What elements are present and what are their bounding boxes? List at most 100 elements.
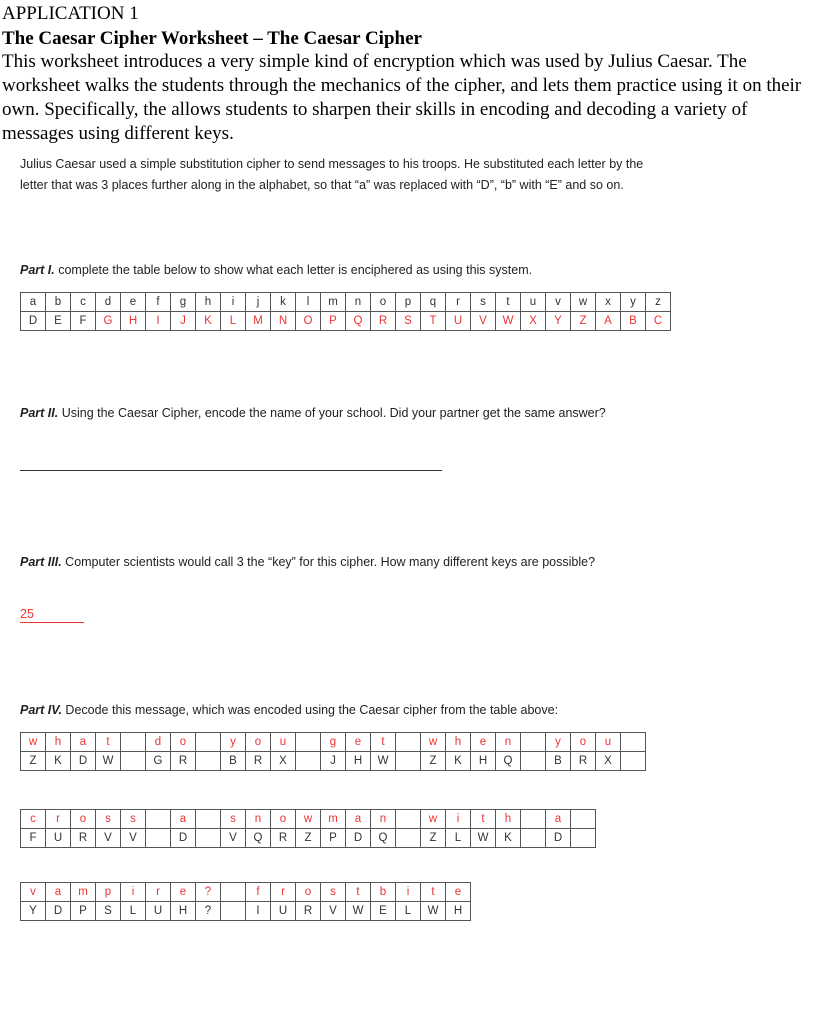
letter-cell: d	[95, 292, 121, 312]
letter-cell: Z	[20, 751, 46, 771]
part3-text: Computer scientists would call 3 the “ke…	[61, 555, 596, 569]
letter-cell: L	[395, 901, 421, 921]
letter-cell: e	[470, 732, 496, 752]
letter-cell: u	[520, 292, 546, 312]
letter-cell: a	[345, 809, 371, 829]
letter-cell: K	[495, 828, 521, 848]
letter-cell: R	[570, 751, 596, 771]
letter-cell: h	[45, 732, 71, 752]
letter-cell: w	[420, 732, 446, 752]
answer-line[interactable]	[20, 470, 442, 471]
letter-cell: L	[120, 901, 146, 921]
letter-cell: n	[245, 809, 271, 829]
letter-cell: m	[320, 292, 346, 312]
letter-cell: a	[70, 732, 96, 752]
letter-cell: i	[120, 882, 146, 902]
part4-text: Decode this message, which was encoded u…	[61, 703, 559, 717]
letter-cell: L	[445, 828, 471, 848]
letter-cell: R	[245, 751, 271, 771]
letter-cell: e	[445, 882, 471, 902]
letter-cell: P	[320, 311, 346, 331]
letter-cell: y	[220, 732, 246, 752]
letter-cell: W	[495, 311, 521, 331]
letter-cell: F	[20, 828, 46, 848]
letter-cell: j	[245, 292, 271, 312]
letter-cell: Q	[495, 751, 521, 771]
letter-cell: b	[370, 882, 396, 902]
letter-cell: k	[270, 292, 296, 312]
letter-cell: a	[170, 809, 196, 829]
letter-cell: y	[620, 292, 646, 312]
letter-cell: W	[470, 828, 496, 848]
letter-cell: K	[445, 751, 471, 771]
letter-cell: t	[495, 292, 521, 312]
letter-cell: D	[20, 311, 46, 331]
letter-cell: e	[345, 732, 371, 752]
letter-cell: t	[420, 882, 446, 902]
letter-cell	[570, 828, 596, 848]
letter-cell: Z	[420, 828, 446, 848]
letter-cell: o	[370, 292, 396, 312]
letter-cell: B	[545, 751, 571, 771]
letter-cell: Z	[570, 311, 596, 331]
letter-cell	[395, 828, 421, 848]
letter-cell: Q	[245, 828, 271, 848]
letter-cell	[195, 751, 221, 771]
letter-cell	[520, 751, 546, 771]
letter-cell: w	[20, 732, 46, 752]
letter-cell: p	[395, 292, 421, 312]
letter-cell: V	[220, 828, 246, 848]
letter-cell: M	[245, 311, 271, 331]
letter-cell: o	[570, 732, 596, 752]
letter-cell: V	[95, 828, 121, 848]
letter-cell: l	[295, 292, 321, 312]
letter-cell	[195, 732, 221, 752]
letter-cell: u	[270, 732, 296, 752]
letter-cell: v	[20, 882, 46, 902]
letter-cell: D	[545, 828, 571, 848]
letter-cell: D	[45, 901, 71, 921]
letter-cell: h	[495, 809, 521, 829]
letter-cell: f	[145, 292, 171, 312]
letter-cell	[520, 809, 546, 829]
letter-cell: s	[470, 292, 496, 312]
letter-cell: W	[370, 751, 396, 771]
letter-cell: t	[470, 809, 496, 829]
letter-cell: t	[95, 732, 121, 752]
letter-cell: w	[570, 292, 596, 312]
plain-row: v a m p i r e? f r o s t b i t e	[20, 882, 471, 902]
letter-cell: n	[345, 292, 371, 312]
letter-cell: F	[70, 311, 96, 331]
letter-cell: r	[445, 292, 471, 312]
letter-cell	[145, 809, 171, 829]
part3-answer[interactable]: 25	[20, 606, 84, 623]
letter-cell: o	[270, 809, 296, 829]
cipher-row: Y D P S L U H? I U R V W E L W H	[20, 901, 471, 921]
letter-cell: Z	[420, 751, 446, 771]
letter-cell: i	[445, 809, 471, 829]
letter-cell: P	[320, 828, 346, 848]
letter-cell: i	[395, 882, 421, 902]
letter-cell: Q	[345, 311, 371, 331]
letter-cell	[620, 751, 646, 771]
letter-cell: c	[70, 292, 96, 312]
letter-cell	[220, 882, 246, 902]
letter-cell: U	[45, 828, 71, 848]
letter-cell	[120, 732, 146, 752]
part4-prompt: Part IV. Decode this message, which was …	[20, 700, 680, 721]
letter-cell	[120, 751, 146, 771]
letter-cell: Y	[20, 901, 46, 921]
letter-cell	[520, 828, 546, 848]
letter-cell: m	[320, 809, 346, 829]
part4-label: Part IV.	[20, 703, 62, 717]
letter-cell: b	[45, 292, 71, 312]
part2-text: Using the Caesar Cipher, encode the name…	[58, 406, 606, 420]
letter-cell: n	[370, 809, 396, 829]
letter-cell: X	[520, 311, 546, 331]
